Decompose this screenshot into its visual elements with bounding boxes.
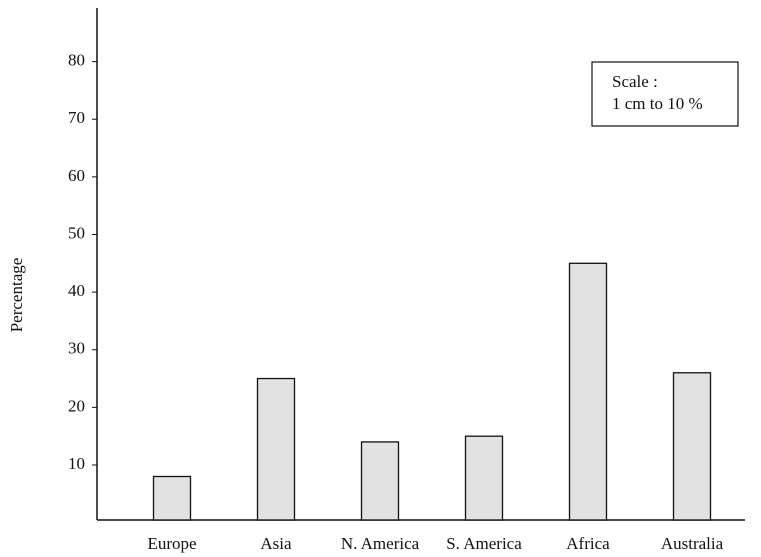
annotation: Scale : — [612, 72, 658, 91]
y-tick-label: 70 — [68, 108, 85, 127]
bar — [464, 435, 504, 521]
y-tick-label: 10 — [68, 454, 85, 473]
bar — [256, 377, 296, 521]
annotation: 1 cm to 10 % — [612, 94, 703, 113]
y-tick-label: 60 — [68, 166, 85, 185]
y-tick-label: 20 — [68, 396, 85, 415]
bar — [360, 441, 400, 521]
x-tick-label: N. America — [341, 534, 420, 553]
x-tick-label: Asia — [260, 534, 292, 553]
bar — [568, 262, 608, 521]
y-tick-label: 40 — [68, 281, 85, 300]
x-tick-label: Europe — [147, 534, 196, 553]
y-tick-label: 80 — [68, 51, 85, 70]
y-tick-label: 50 — [68, 223, 85, 242]
x-tick-label: S. America — [446, 534, 522, 553]
bar — [152, 475, 192, 521]
bar — [672, 372, 712, 521]
x-tick-label: Africa — [566, 534, 610, 553]
y-axis-label: Percentage — [7, 258, 26, 333]
y-tick-label: 30 — [68, 339, 85, 358]
scale-box — [591, 61, 739, 127]
x-tick-label: Australia — [661, 534, 724, 553]
